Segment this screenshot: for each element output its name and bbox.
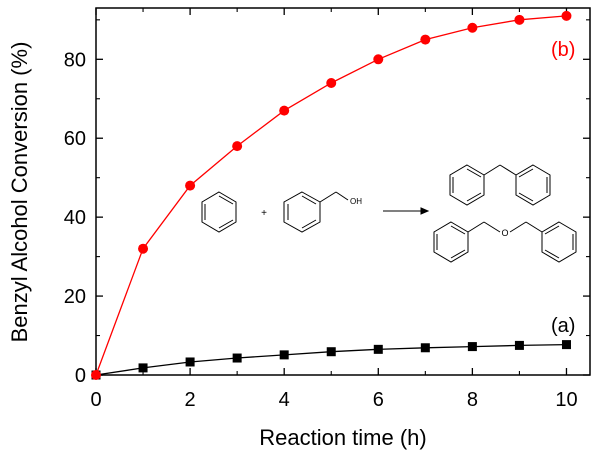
dibenzyl-ether-structure	[433, 221, 577, 263]
series-a	[91, 340, 571, 380]
data-point	[138, 363, 148, 373]
data-point	[514, 14, 525, 25]
x-tick-label: 10	[555, 389, 577, 411]
data-point	[185, 357, 195, 367]
data-point	[467, 342, 477, 352]
diphenylmethane-structure	[449, 164, 551, 206]
axis-ticks	[95, 8, 590, 376]
data-point	[232, 353, 242, 363]
oh-label: OH	[350, 197, 362, 206]
data-point	[561, 340, 571, 350]
data-point	[420, 343, 430, 353]
y-axis-title: Benzyl Alcohol Conversion (%)	[7, 42, 32, 343]
y-tick-label: 80	[64, 49, 86, 71]
axis-tick-labels: 0 2 4 6 8 10 0 20 40 60 80	[64, 49, 578, 411]
data-point	[326, 77, 337, 88]
data-point	[420, 34, 431, 45]
data-point	[279, 105, 290, 116]
reaction-arrow	[383, 207, 430, 215]
series-label-b: (b)	[551, 39, 575, 61]
plot-frame	[95, 7, 591, 376]
data-point	[185, 180, 196, 191]
x-tick-label: 2	[185, 389, 196, 411]
data-point	[561, 10, 572, 21]
data-point	[326, 347, 336, 357]
series-layer	[91, 10, 572, 380]
reaction-scheme: + OH	[201, 164, 577, 263]
x-tick-label: 6	[373, 389, 384, 411]
x-tick-label: 8	[467, 389, 478, 411]
y-tick-label: 20	[64, 286, 86, 308]
series-label-a: (a)	[551, 315, 575, 337]
data-point	[279, 350, 289, 360]
y-tick-label: 60	[64, 128, 86, 150]
x-tick-label: 4	[279, 389, 290, 411]
data-point	[232, 141, 243, 152]
data-point	[373, 54, 384, 65]
data-point	[373, 344, 383, 354]
x-axis-title: Reaction time (h)	[259, 425, 427, 450]
data-point	[514, 340, 524, 350]
plus-sign: +	[261, 208, 267, 219]
data-point	[467, 22, 478, 33]
data-point	[91, 370, 101, 380]
o-label: O	[501, 228, 508, 238]
x-tick-label: 0	[90, 389, 101, 411]
benzene-structure	[201, 191, 237, 233]
y-tick-label: 0	[75, 365, 86, 387]
data-point	[138, 243, 149, 254]
benzyl-alcohol-structure	[283, 191, 349, 233]
series-b	[91, 10, 572, 380]
y-tick-label: 40	[64, 207, 86, 229]
